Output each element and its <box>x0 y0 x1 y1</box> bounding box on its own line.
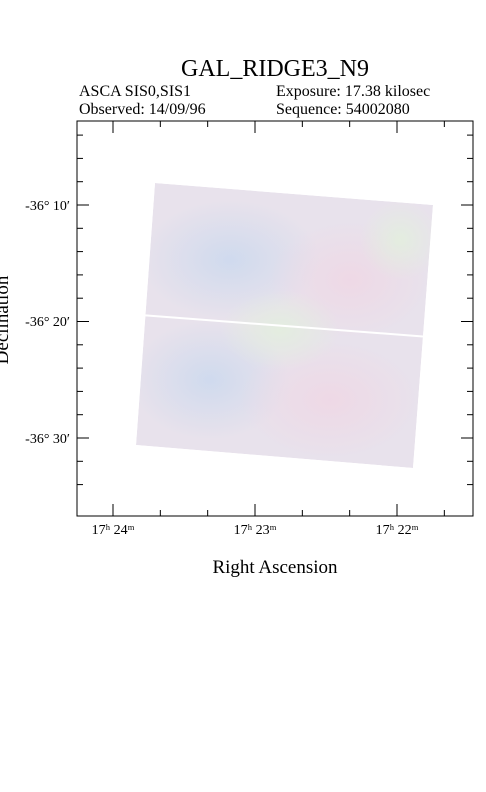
sequence: Sequence: 54002080 <box>276 101 410 118</box>
y-axis-label: Declination <box>0 275 13 364</box>
y-tick-label: -36° 30′ <box>25 432 70 447</box>
plot-frame <box>76 120 474 517</box>
x-tick-label: 17ʰ 24ᵐ <box>92 523 135 538</box>
exposure: Exposure: 17.38 kilosec <box>276 83 430 100</box>
x-tick-label: 17ʰ 22ᵐ <box>376 523 419 538</box>
x-axis-label: Right Ascension <box>212 557 338 578</box>
y-tick-label: -36° 10′ <box>25 199 70 214</box>
ticks <box>77 121 473 516</box>
observed: Observed: 14/09/96 <box>79 101 206 118</box>
instrument: ASCA SIS0,SIS1 <box>79 83 191 100</box>
title: GAL_RIDGE3_N9 <box>181 56 369 82</box>
x-tick-label: 17ʰ 23ᵐ <box>234 523 277 538</box>
y-tick-label: -36° 20′ <box>25 315 70 330</box>
x-ray-image <box>136 183 433 468</box>
